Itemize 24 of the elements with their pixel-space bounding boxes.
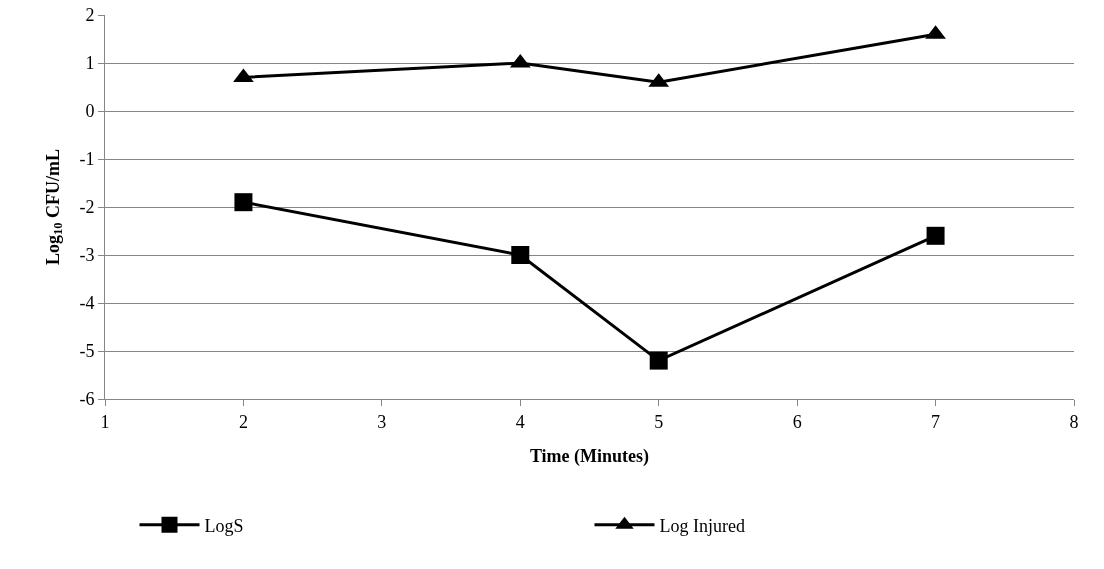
y-tick-label: 0 — [85, 101, 95, 122]
y-tick-label: 2 — [85, 5, 95, 26]
legend-label: LogS — [204, 515, 244, 536]
y-tick-label: -6 — [79, 389, 95, 410]
x-tick-label: 3 — [377, 411, 387, 432]
point — [649, 351, 668, 370]
x-tick-label: 5 — [654, 411, 664, 432]
x-tick-label: 7 — [931, 411, 941, 432]
y-tick-label: -3 — [79, 245, 95, 266]
point — [234, 193, 253, 212]
y-tick-label: -1 — [79, 149, 95, 170]
x-tick-label: 8 — [1069, 411, 1079, 432]
x-tick-label: 2 — [238, 411, 248, 432]
x-tick-label: 1 — [100, 411, 110, 432]
legend-label: Log Injured — [659, 515, 745, 536]
point — [511, 246, 530, 264]
x-tick-label: 4 — [515, 411, 525, 432]
x-tick-label: 6 — [792, 411, 802, 432]
y-tick-label: 1 — [85, 53, 95, 74]
y-tick-label: -5 — [79, 341, 95, 362]
y-tick-label: -2 — [79, 197, 95, 218]
point — [926, 226, 945, 245]
x-axis-title: Time (Minutes) — [529, 445, 650, 467]
y-tick-label: -4 — [79, 293, 95, 314]
